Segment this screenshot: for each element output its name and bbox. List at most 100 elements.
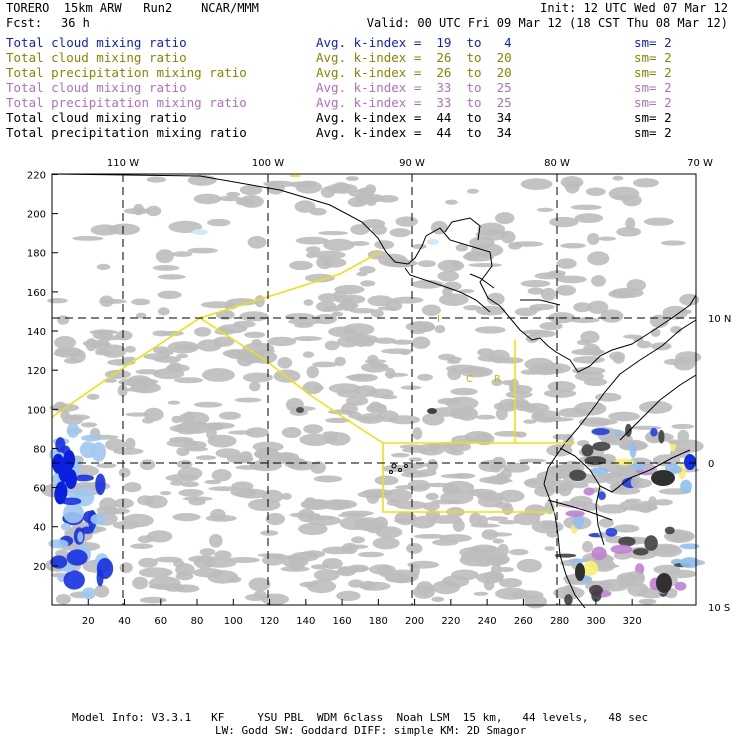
cloud-blob	[332, 182, 350, 193]
cloud-blob	[536, 207, 554, 212]
cloud-blob	[544, 500, 555, 515]
legend-smoothing: sm= 2	[634, 80, 672, 95]
cloud-blob	[81, 434, 103, 442]
cloud-blob	[299, 581, 319, 588]
cloud-blob	[486, 292, 505, 306]
cloud-blob	[55, 437, 66, 453]
cloud-blob	[598, 491, 606, 501]
cloud-blob	[499, 578, 523, 588]
cloud-blob	[587, 232, 600, 245]
cloud-blob	[667, 439, 684, 445]
cloud-blob	[357, 551, 385, 558]
cloud-blob	[679, 293, 700, 306]
cloud-blob	[321, 257, 347, 268]
cloud-blob	[652, 499, 673, 506]
map-frame	[51, 173, 697, 606]
cloud-blob	[249, 381, 261, 392]
cloud-blob	[680, 479, 692, 494]
x-tick-label: 120	[260, 616, 279, 627]
legend-field-name: Total cloud mixing ratio	[6, 50, 187, 65]
cloud-blob	[427, 239, 439, 245]
cloud-blob	[400, 350, 411, 356]
cloud-blob	[303, 299, 314, 306]
cloud-blob	[498, 489, 525, 503]
cloud-blob	[244, 331, 266, 338]
cloud-blob	[671, 423, 695, 430]
cloud-blob	[193, 401, 223, 408]
cloud-blob	[589, 419, 618, 425]
cloud-blob	[644, 535, 658, 551]
cloud-blob	[608, 411, 640, 422]
cloud-blob	[411, 336, 431, 349]
cloud-blob	[207, 434, 237, 448]
cloud-blob	[341, 510, 374, 516]
cloud-blob	[541, 521, 558, 531]
cloud-blob	[549, 216, 579, 228]
legend-field-name: Total cloud mixing ratio	[6, 80, 187, 95]
cloud-blob	[605, 527, 618, 537]
cloud-blob	[193, 193, 222, 205]
cloud-blob	[245, 427, 269, 438]
cloud-blob	[598, 518, 614, 528]
cloud-blob	[125, 437, 136, 450]
cloud-blob	[470, 523, 501, 528]
cloud-blob	[227, 576, 242, 583]
cloud-blob	[100, 344, 127, 358]
legend-smoothing: sm= 2	[634, 35, 672, 50]
cloud-blob	[585, 187, 606, 196]
cloud-blob	[438, 293, 469, 307]
cloud-blob	[146, 176, 167, 183]
cloud-blob	[527, 287, 545, 295]
cloud-blob	[592, 441, 611, 451]
cloud-blob	[325, 417, 351, 424]
cloud-blob	[426, 459, 439, 472]
cloud-blob	[313, 250, 346, 260]
cloud-blob	[303, 424, 323, 434]
cloud-blob	[464, 251, 479, 261]
cloud-blob	[354, 415, 385, 422]
cloud-blob	[138, 567, 173, 578]
lon-label: 100 W	[252, 158, 284, 169]
cloud-blob	[636, 340, 652, 349]
y-tick-label: 120	[27, 366, 46, 377]
cloud-blob	[520, 280, 551, 288]
cloud-blob	[367, 250, 387, 260]
cloud-blob	[476, 305, 506, 316]
cloud-blob	[96, 463, 117, 469]
cloud-blob	[610, 487, 641, 495]
cloud-blob	[152, 265, 180, 271]
cloud-blob	[600, 309, 624, 323]
cloud-blob	[60, 523, 71, 531]
cloud-blob	[509, 548, 529, 556]
y-tick-label: 140	[27, 327, 46, 338]
x-tick-label: 60	[154, 616, 167, 627]
cloud-blob	[54, 336, 76, 350]
cloud-blob	[202, 368, 235, 382]
cloud-blob	[432, 539, 459, 546]
cloud-blob	[372, 537, 400, 550]
cloud-blob	[391, 296, 424, 304]
cloud-blob	[194, 327, 212, 337]
cloud-blob	[564, 594, 573, 606]
cloud-blob	[318, 293, 340, 303]
cloud-blob	[173, 584, 200, 593]
cloud-blob	[175, 572, 194, 581]
cloud-blob	[589, 584, 603, 596]
cloud-blob	[612, 524, 640, 533]
legend-smoothing: sm= 2	[634, 110, 672, 125]
x-tick-label: 40	[118, 616, 131, 627]
cloud-blob	[411, 279, 444, 289]
cloud-blob	[385, 367, 396, 379]
cloud-blob	[48, 539, 69, 549]
cloud-blob	[612, 175, 624, 181]
cloud-blob	[349, 241, 370, 246]
cloud-blob	[153, 355, 182, 363]
forecast-hour: 36 h	[61, 16, 90, 30]
cloud-blob	[543, 389, 577, 398]
legend-kindex: Avg. k-index = 19 to 4	[316, 35, 512, 50]
cloud-blob	[55, 594, 71, 605]
x-tick-label: 220	[441, 616, 460, 627]
cloud-blob	[210, 508, 226, 521]
cloud-blob	[233, 320, 256, 328]
